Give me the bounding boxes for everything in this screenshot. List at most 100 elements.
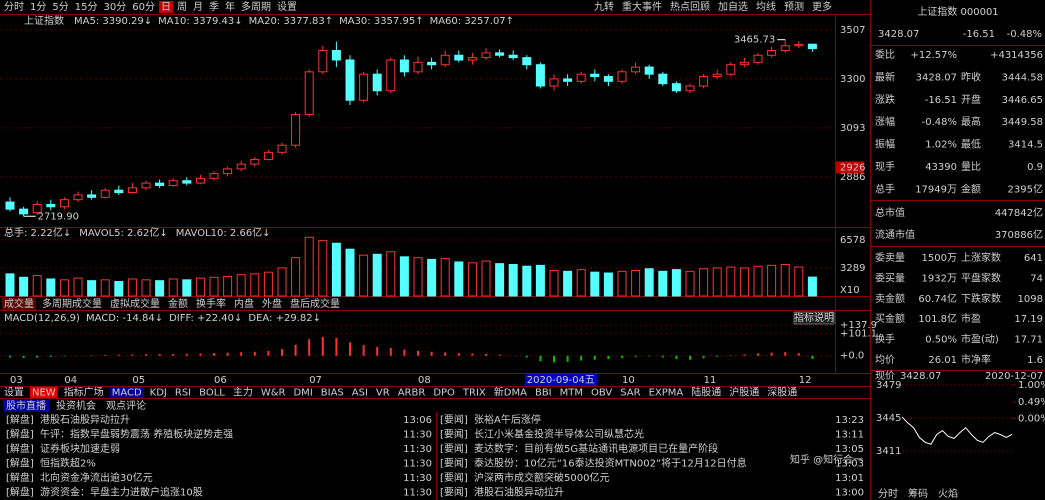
news-title[interactable]: 北向资金净流出逾30亿元 [40,471,153,484]
volume-tab[interactable]: 盘后成交量 [290,297,340,310]
volume-bar [780,264,790,297]
indicator-tab[interactable]: ARBR [398,388,426,399]
candle-body [739,61,749,66]
news-title[interactable]: 恒指跌超2% [40,457,96,470]
news-tab[interactable]: 观点评论 [106,399,146,412]
period-tab[interactable]: 5分 [52,1,68,13]
candle-body [481,52,491,59]
news-title[interactable]: 游资资金：早盘主力进散户追涨10股 [40,486,203,499]
candle-body [576,73,586,82]
indicator-tab[interactable]: 新DMA [494,386,527,399]
indicator-tab[interactable]: EXPMA [649,388,684,399]
volume-bar [155,280,165,297]
volume-tab[interactable]: 外盘 [262,297,282,310]
indicator-tab[interactable]: OBV [591,388,612,399]
toolbar-action[interactable]: 加自选 [718,0,748,13]
quote-value: 3449.58 [1002,117,1043,128]
quote-label: 量比 [961,161,981,173]
indicator-tab[interactable]: ASI [352,388,368,399]
mini-y-label: 3479 [876,380,901,391]
indicator-tab[interactable]: 沪股通 [729,386,759,399]
toolbar-action[interactable]: 重大事件 [622,0,662,13]
news-title[interactable]: 泰达股份：10亿元“16泰达投资MTN002”将于12月12日付息 [474,457,747,470]
indicator-tab[interactable]: 陆股通 [691,386,721,399]
indicator-tab[interactable]: TRIX [462,388,486,399]
date-highlight [524,374,597,386]
indicator-tab[interactable]: NEW [32,388,56,399]
news-title[interactable]: 午评：指数早盘弱势震荡 养殖板块逆势走强 [40,428,233,441]
candle-body [467,57,477,61]
volume-tab[interactable]: 内盘 [234,297,254,310]
volume-tab[interactable]: 成交量 [4,297,34,310]
toolbar-action[interactable]: 九转 [594,0,614,13]
news-time: 13:06 [403,415,432,426]
news-title[interactable]: 长江小米基金投资半导体公司纵慧芯光 [474,428,644,441]
indicator-tab[interactable]: DMI [293,388,312,399]
volume-bar [440,258,450,297]
indicator-tab[interactable]: MACD [112,388,142,399]
news-title[interactable]: 港股石油股异动拉升 [40,413,130,426]
candle-body [223,168,233,175]
volume-bar [59,279,69,297]
candle-body [114,189,124,194]
indicator-tab[interactable]: MTM [560,388,583,399]
period-tab[interactable]: 60分 [132,1,155,13]
period-tab[interactable]: 多周期 [241,0,271,13]
volume-tab[interactable]: 多周期成交量 [42,297,102,310]
news-title[interactable]: 麦达数字：目前有做5G基站通讯电源项目已在量产阶段 [474,442,718,455]
help-button[interactable]: 指标说明 [794,311,834,324]
news-tab[interactable]: 投资机会 [56,399,96,412]
period-tab[interactable]: 月 [193,1,203,13]
indicator-tab[interactable]: BIAS [321,388,344,399]
mini-tab[interactable]: 火焰 [938,487,958,500]
period-tab[interactable]: 分时 [4,1,24,13]
indicator-tab[interactable]: KDJ [150,388,167,399]
volume-bar [549,269,559,297]
period-tab[interactable]: 1分 [30,1,46,13]
indicator-tab[interactable]: 深股通 [767,387,797,399]
indicator-tab[interactable]: BOLL [199,388,225,399]
news-tab[interactable]: 股市直播 [6,399,46,412]
candle-body [386,59,396,92]
news-title[interactable]: 沪深两市成交额突破5000亿元 [474,471,609,484]
period-tab[interactable]: 15分 [75,1,98,13]
indicator-tab[interactable]: SAR [620,388,640,399]
candle-body [671,83,681,92]
volume-bar [603,272,613,297]
volume-tab[interactable]: 金额 [168,297,188,310]
period-tab[interactable]: 设置 [277,1,297,13]
indicator-tab[interactable]: 指标广场 [64,386,104,399]
quote-label: 最高 [961,115,981,128]
indicator-tab[interactable]: 设置 [4,387,24,399]
toolbar-action[interactable]: 均线 [756,0,776,13]
period-tab[interactable]: 季 [209,1,219,13]
indicator-tab[interactable]: VR [376,388,390,399]
indicator-tab[interactable]: 主力 [233,386,253,399]
period-tab[interactable]: 日 [161,2,171,13]
period-tab[interactable]: 年 [225,0,235,13]
news-title[interactable]: 张裕A午后涨停 [474,413,541,426]
quote-value: 0.50% [925,335,957,346]
quote-value: 17.19 [1014,314,1043,325]
news-title[interactable]: 证券板块加速走弱 [40,442,120,455]
toolbar-action[interactable]: 预测 [784,0,804,13]
mini-tab[interactable]: 筹码 [908,487,928,500]
quote-value: -0.48% [922,117,957,128]
indicator-tab[interactable]: DPO [433,388,455,399]
candle-body [236,163,246,170]
period-tab[interactable]: 30分 [103,1,126,13]
candle-body [5,201,15,210]
indicator-tab[interactable]: RSI [175,388,191,399]
toolbar-action[interactable]: 热点回顾 [670,0,710,13]
indicator-tab[interactable]: W&R [261,388,286,399]
news-title[interactable]: 港股石油股异动拉升 [474,486,564,499]
volume-tab[interactable]: 换手率 [196,297,226,310]
candle-body [331,50,341,61]
toolbar-action[interactable]: 更多 [812,0,832,13]
volume-tab[interactable]: 虚拟成交量 [110,297,160,310]
mini-tab[interactable]: 分时 [878,488,898,500]
candle-body [440,54,450,66]
quote-value: 1098 [1018,294,1043,305]
indicator-tab[interactable]: BBI [535,388,552,399]
period-tab[interactable]: 周 [177,1,187,13]
